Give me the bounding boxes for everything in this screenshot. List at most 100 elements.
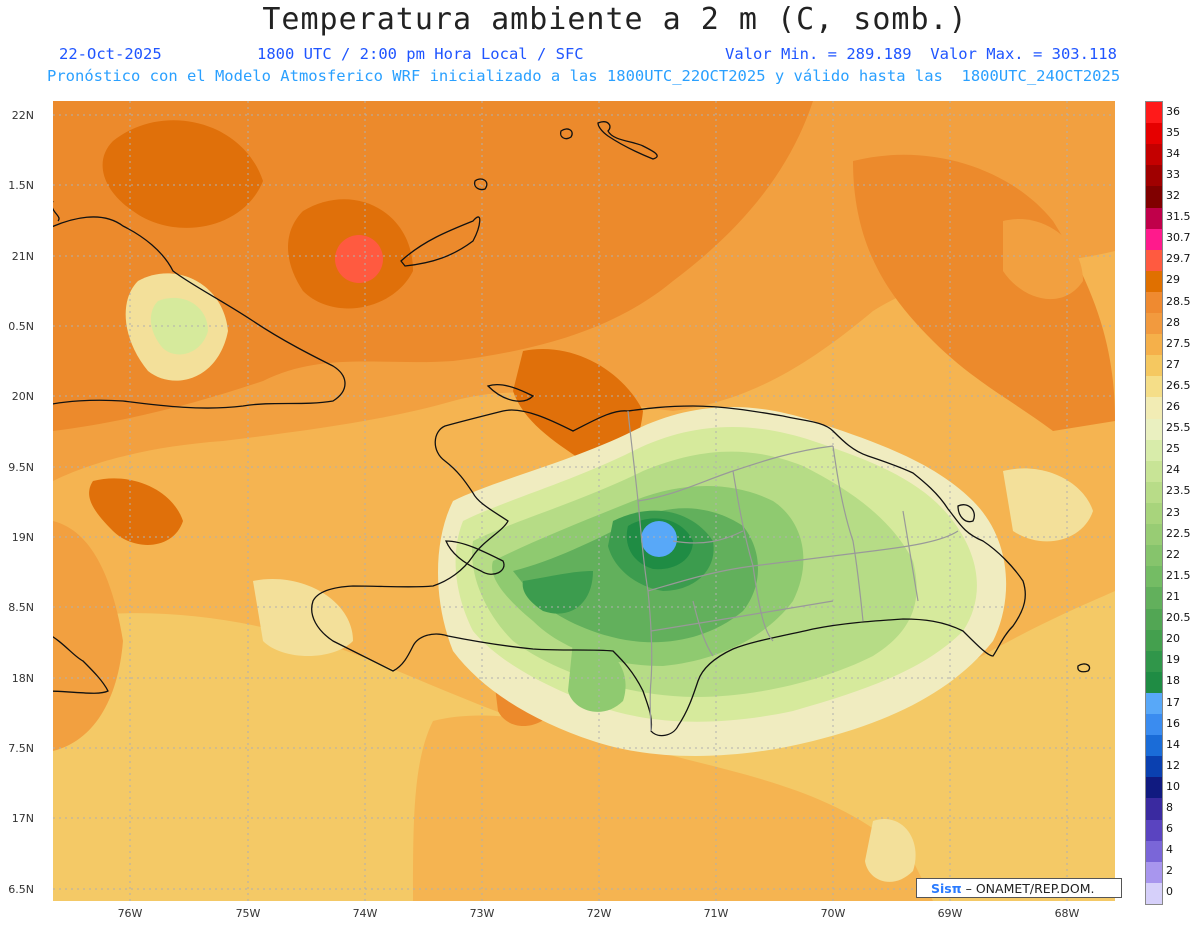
- legend-label: 26: [1166, 400, 1180, 414]
- lat-label: 20N: [11, 390, 34, 403]
- legend-label: 25.5: [1166, 421, 1191, 435]
- legend-label: 0: [1166, 885, 1173, 899]
- map-title: Temperatura ambiente a 2 m (C, somb.): [262, 2, 968, 37]
- legend-swatch: [1146, 376, 1162, 398]
- lat-label: 6.5N: [8, 883, 34, 896]
- legend-swatch: [1146, 397, 1162, 420]
- legend-label: 31.5: [1166, 210, 1191, 224]
- legend-swatch: [1146, 840, 1162, 863]
- legend-swatch: [1146, 777, 1162, 799]
- legend-label: 22.5: [1166, 526, 1191, 540]
- lon-label: 74W: [352, 907, 378, 920]
- temperature-field: [53, 101, 1115, 901]
- sispi-logo: Sisπ: [931, 881, 962, 896]
- legend-swatch: [1146, 291, 1162, 314]
- lat-label: 9.5N: [8, 461, 34, 474]
- legend-swatch: [1146, 735, 1162, 757]
- legend-label: 14: [1166, 737, 1180, 751]
- legend-swatch: [1146, 861, 1162, 884]
- legend-label: 28.5: [1166, 294, 1191, 308]
- model-description: Pronóstico con el Modelo Atmosferico WRF…: [47, 67, 1121, 85]
- legend-label: 20: [1166, 632, 1180, 646]
- legend-label: 23.5: [1166, 484, 1191, 498]
- legend-label: 2: [1166, 864, 1173, 878]
- legend-swatch: [1146, 503, 1162, 525]
- lon-label: 69W: [937, 907, 963, 920]
- legend-swatch: [1146, 355, 1162, 377]
- lat-label: 8.5N: [8, 601, 34, 614]
- temperature-map: [53, 101, 1115, 901]
- forecast-date: 22-Oct-2025: [59, 45, 162, 63]
- lon-label: 75W: [235, 907, 261, 920]
- legend-swatch: [1146, 460, 1162, 483]
- forecast-time: 1800 UTC / 2:00 pm Hora Local / SFC: [257, 45, 584, 63]
- lat-label: 18N: [11, 672, 34, 685]
- legend-label: 10: [1166, 779, 1180, 793]
- legend-swatch: [1146, 249, 1162, 272]
- legend-swatch: [1146, 629, 1162, 652]
- legend-swatch: [1146, 819, 1162, 842]
- legend-label: 28: [1166, 315, 1180, 329]
- lat-label: 7.5N: [8, 742, 34, 755]
- legend-swatch: [1146, 102, 1162, 124]
- legend-label: 19: [1166, 653, 1180, 667]
- lat-label: 19N: [11, 531, 34, 544]
- lon-label: 71W: [703, 907, 729, 920]
- lon-label: 70W: [820, 907, 846, 920]
- legend-swatch: [1146, 798, 1162, 821]
- legend-swatch: [1146, 418, 1162, 441]
- lon-label: 68W: [1054, 907, 1080, 920]
- lat-label: 17N: [11, 812, 34, 825]
- legend-label: 32: [1166, 188, 1180, 202]
- legend-label: 23: [1166, 505, 1180, 519]
- legend-swatch: [1146, 334, 1162, 356]
- legend-label: 12: [1166, 758, 1180, 772]
- legend-swatch: [1146, 228, 1162, 251]
- legend-swatch: [1146, 671, 1162, 694]
- legend-swatch: [1146, 144, 1162, 166]
- legend-swatch: [1146, 587, 1162, 609]
- legend-swatch: [1146, 650, 1162, 673]
- legend-swatch: [1146, 524, 1162, 546]
- map-gridlines: [53, 101, 1115, 901]
- lon-label: 73W: [469, 907, 495, 920]
- lon-label: 72W: [586, 907, 612, 920]
- lat-label: 22N: [11, 109, 34, 122]
- province-borders: [627, 410, 959, 732]
- legend-swatch: [1146, 882, 1162, 905]
- legend-label: 6: [1166, 822, 1173, 836]
- legend-label: 18: [1166, 674, 1180, 688]
- legend-label: 16: [1166, 716, 1180, 730]
- legend-swatch: [1146, 313, 1162, 335]
- min-max-values: Valor Min. = 289.189 Valor Max. = 303.11…: [725, 45, 1117, 63]
- legend-label: 33: [1166, 167, 1180, 181]
- credit-box: Sisπ – ONAMET/REP.DOM.: [916, 878, 1122, 898]
- legend-label: 30.7: [1166, 231, 1191, 245]
- legend-swatch: [1146, 608, 1162, 631]
- credit-dash: –: [965, 881, 976, 896]
- legend-swatch: [1146, 756, 1162, 778]
- legend-label: 4: [1166, 843, 1173, 857]
- legend-swatch: [1146, 207, 1162, 230]
- field-contours: [53, 101, 1115, 901]
- lon-label: 76W: [117, 907, 143, 920]
- legend-label: 27.5: [1166, 336, 1191, 350]
- legend-label: 25: [1166, 442, 1180, 456]
- legend-label: 17: [1166, 695, 1180, 709]
- legend-swatch: [1146, 481, 1162, 504]
- legend-swatch: [1146, 692, 1162, 715]
- legend-label: 26.5: [1166, 378, 1191, 392]
- credit-text: ONAMET/REP.DOM.: [975, 881, 1095, 896]
- legend-swatch: [1146, 566, 1162, 588]
- lat-label: 1.5N: [8, 179, 34, 192]
- legend-label: 20.5: [1166, 611, 1191, 625]
- legend-swatch: [1146, 186, 1162, 208]
- legend-swatch: [1146, 714, 1162, 736]
- legend-label: 8: [1166, 801, 1173, 815]
- legend-label: 21.5: [1166, 568, 1191, 582]
- legend-label: 22: [1166, 547, 1180, 561]
- legend-label: 35: [1166, 125, 1180, 139]
- legend-swatch: [1146, 270, 1162, 293]
- lat-label: 0.5N: [8, 320, 34, 333]
- legend-label: 24: [1166, 463, 1180, 477]
